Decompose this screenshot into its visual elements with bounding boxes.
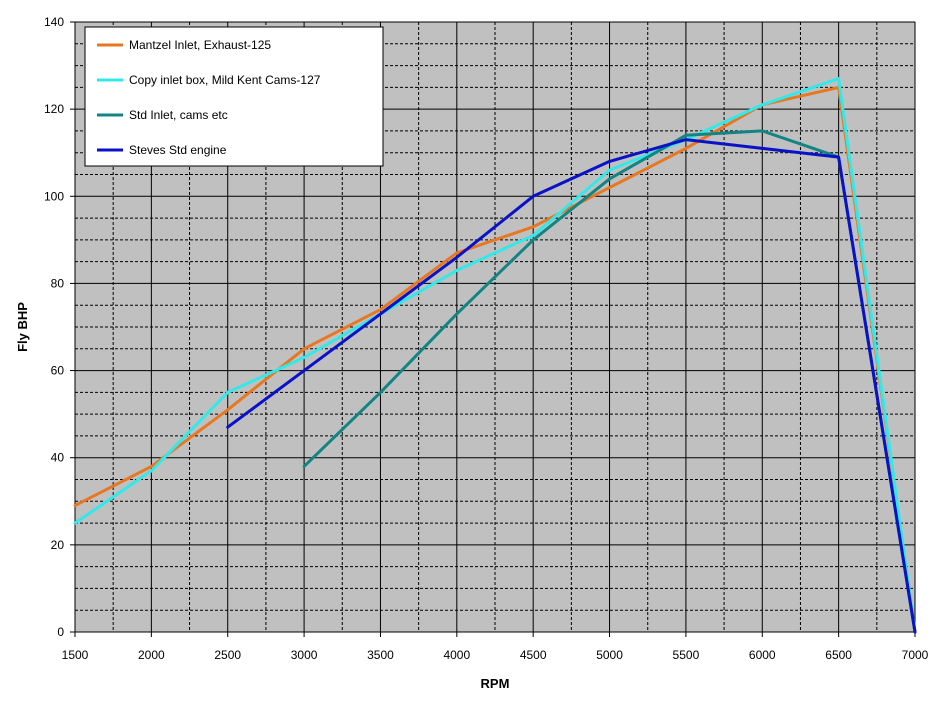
x-tick-label: 4000 — [443, 648, 470, 662]
y-tick-label: 140 — [44, 15, 64, 29]
legend-box — [84, 26, 384, 167]
x-tick-label: 5500 — [673, 648, 700, 662]
x-tick-label: 6000 — [749, 648, 776, 662]
series-line-3 — [302, 129, 917, 634]
y-tick-label: 60 — [51, 364, 65, 378]
legend-label: Mantzel Inlet, Exhaust-125 — [129, 38, 271, 52]
x-tick-label: 3000 — [291, 648, 318, 662]
y-tick-label: 100 — [44, 189, 64, 203]
x-axis-title: RPM — [481, 676, 510, 691]
x-tick-label: 5000 — [596, 648, 623, 662]
legend-label: Steves Std engine — [129, 143, 227, 157]
legend-label: Std Inlet, cams etc — [129, 108, 228, 122]
x-tick-label: 6500 — [825, 648, 852, 662]
x-tick-label: 2000 — [138, 648, 165, 662]
y-tick-label: 40 — [51, 451, 65, 465]
y-tick-label: 120 — [44, 102, 64, 116]
y-tick-label: 0 — [57, 625, 64, 639]
x-tick-label: 2500 — [214, 648, 241, 662]
series-line-2 — [73, 77, 917, 634]
x-tick-label: 1500 — [62, 648, 89, 662]
legend: Mantzel Inlet, Exhaust-125 Copy inlet box… — [84, 26, 384, 167]
series-line-4 — [226, 138, 917, 634]
x-tick-label: 4500 — [520, 648, 547, 662]
y-tick-label: 20 — [51, 538, 65, 552]
x-tick-label: 7000 — [902, 648, 929, 662]
legend-label: Copy inlet box, Mild Kent Cams-127 — [129, 73, 321, 87]
x-tick-label: 3500 — [367, 648, 394, 662]
y-axis-title: Fly BHP — [15, 302, 30, 352]
series-group — [73, 77, 917, 634]
y-tick-label: 80 — [51, 276, 65, 290]
